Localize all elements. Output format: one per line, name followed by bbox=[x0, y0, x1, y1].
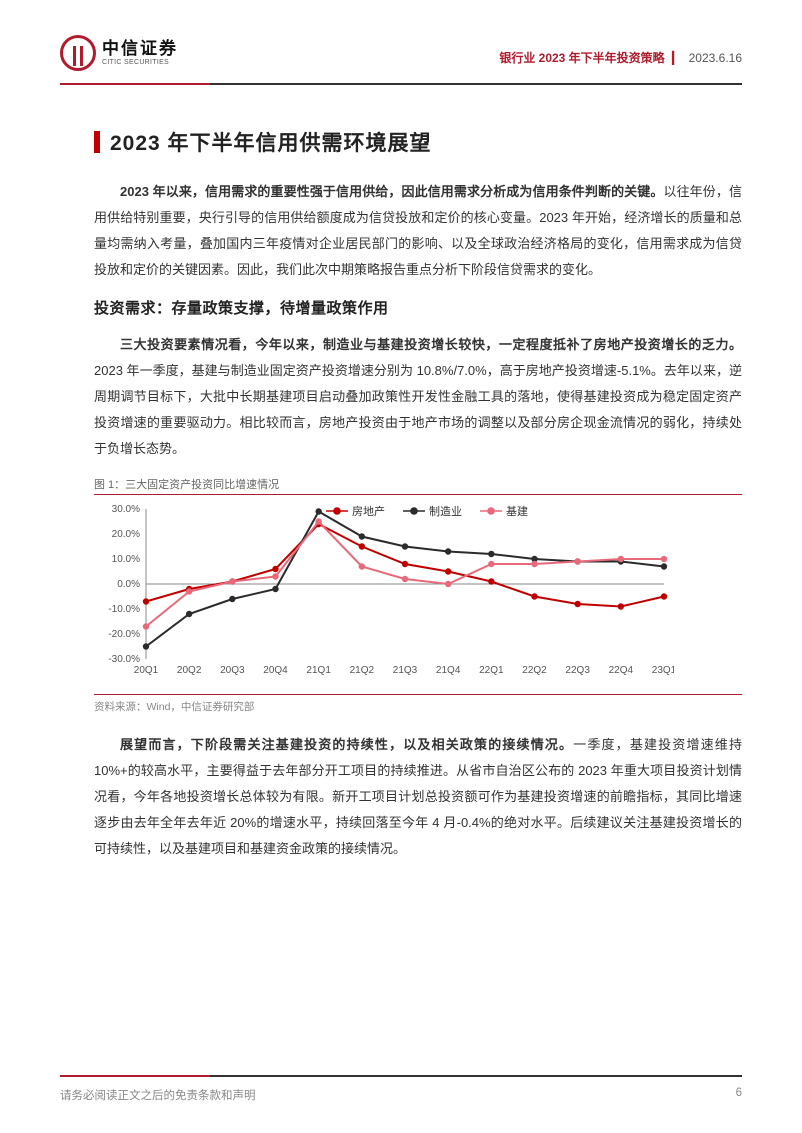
svg-text:10.0%: 10.0% bbox=[112, 554, 140, 565]
header-sep: ▎ bbox=[672, 51, 681, 65]
svg-text:0.0%: 0.0% bbox=[117, 579, 140, 590]
logo-en: CITIC SECURITIES bbox=[102, 59, 178, 66]
svg-text:20Q4: 20Q4 bbox=[263, 665, 288, 676]
svg-text:21Q2: 21Q2 bbox=[350, 665, 375, 676]
svg-text:-10.0%: -10.0% bbox=[108, 604, 140, 615]
svg-text:20Q2: 20Q2 bbox=[177, 665, 202, 676]
logo-icon bbox=[60, 35, 96, 71]
heading-bar-icon bbox=[94, 131, 100, 153]
header-topic: 银行业 2023 年下半年投资策略 bbox=[499, 51, 664, 65]
logo-cn: 中信证券 bbox=[102, 40, 178, 57]
figure-rule-top bbox=[94, 494, 742, 495]
svg-text:制造业: 制造业 bbox=[429, 504, 462, 518]
paragraph-1: 2023 年以来，信用需求的重要性强于信用供给，因此信用需求分析成为信用条件判断… bbox=[94, 179, 742, 283]
svg-text:20Q1: 20Q1 bbox=[134, 665, 159, 676]
footer: 请务必阅读正文之后的免责条款和声明 6 bbox=[60, 1075, 742, 1103]
section-heading: 2023 年下半年信用供需环境展望 bbox=[110, 127, 432, 157]
section-heading-row: 2023 年下半年信用供需环境展望 bbox=[94, 127, 742, 157]
svg-text:30.0%: 30.0% bbox=[112, 504, 140, 515]
content: 2023 年下半年信用供需环境展望 2023 年以来，信用需求的重要性强于信用供… bbox=[60, 85, 742, 862]
p3-bold: 展望而言，下阶段需关注基建投资的持续性，以及相关政策的接续情况。 bbox=[120, 737, 573, 752]
paragraph-2: 三大投资要素情况看，今年以来，制造业与基建投资增长较快，一定程度抵补了房地产投资… bbox=[94, 332, 742, 462]
figure-source: 资料来源：Wind，中信证券研究部 bbox=[94, 699, 742, 714]
line-chart: 30.0%20.0%10.0%0.0%-10.0%-20.0%-30.0%20Q… bbox=[94, 499, 674, 689]
subsection-heading: 投资需求：存量政策支撑，待增量政策作用 bbox=[94, 297, 742, 318]
p2-rest: 2023 年一季度，基建与制造业固定资产投资增速分别为 10.8%/7.0%，高… bbox=[94, 363, 742, 456]
p3-rest: 一季度，基建投资增速维持 10%+的较高水平，主要得益于去年部分开工项目的持续推… bbox=[94, 737, 742, 856]
header-right: 银行业 2023 年下半年投资策略 ▎ 2023.6.16 bbox=[499, 49, 742, 66]
svg-text:23Q1: 23Q1 bbox=[652, 665, 674, 676]
paragraph-3: 展望而言，下阶段需关注基建投资的持续性，以及相关政策的接续情况。一季度，基建投资… bbox=[94, 732, 742, 862]
svg-text:22Q1: 22Q1 bbox=[479, 665, 504, 676]
svg-text:22Q2: 22Q2 bbox=[522, 665, 547, 676]
p2-bold: 三大投资要素情况看，今年以来，制造业与基建投资增长较快，一定程度抵补了房地产投资… bbox=[120, 337, 742, 352]
header-date: 2023.6.16 bbox=[689, 51, 742, 65]
p1-bold: 2023 年以来，信用需求的重要性强于信用供给，因此信用需求分析成为信用条件判断… bbox=[120, 184, 663, 199]
svg-text:-20.0%: -20.0% bbox=[108, 629, 140, 640]
footer-rule bbox=[60, 1075, 742, 1077]
figure-caption: 图 1：三大固定资产投资同比增速情况 bbox=[94, 476, 742, 492]
svg-text:20.0%: 20.0% bbox=[112, 529, 140, 540]
svg-text:21Q1: 21Q1 bbox=[306, 665, 331, 676]
svg-text:22Q3: 22Q3 bbox=[565, 665, 590, 676]
figure-chart: 30.0%20.0%10.0%0.0%-10.0%-20.0%-30.0%20Q… bbox=[94, 499, 742, 694]
svg-text:基建: 基建 bbox=[506, 504, 528, 518]
figure-rule-bottom bbox=[94, 694, 742, 695]
logo: 中信证券 CITIC SECURITIES bbox=[60, 35, 178, 71]
svg-text:21Q4: 21Q4 bbox=[436, 665, 461, 676]
svg-text:20Q3: 20Q3 bbox=[220, 665, 245, 676]
svg-text:房地产: 房地产 bbox=[352, 504, 385, 518]
svg-text:-30.0%: -30.0% bbox=[108, 654, 140, 665]
footer-disclaimer: 请务必阅读正文之后的免责条款和声明 bbox=[60, 1087, 256, 1103]
svg-text:22Q4: 22Q4 bbox=[609, 665, 634, 676]
svg-text:21Q3: 21Q3 bbox=[393, 665, 418, 676]
header: 中信证券 CITIC SECURITIES 银行业 2023 年下半年投资策略 … bbox=[60, 35, 742, 77]
footer-page: 6 bbox=[736, 1087, 742, 1103]
